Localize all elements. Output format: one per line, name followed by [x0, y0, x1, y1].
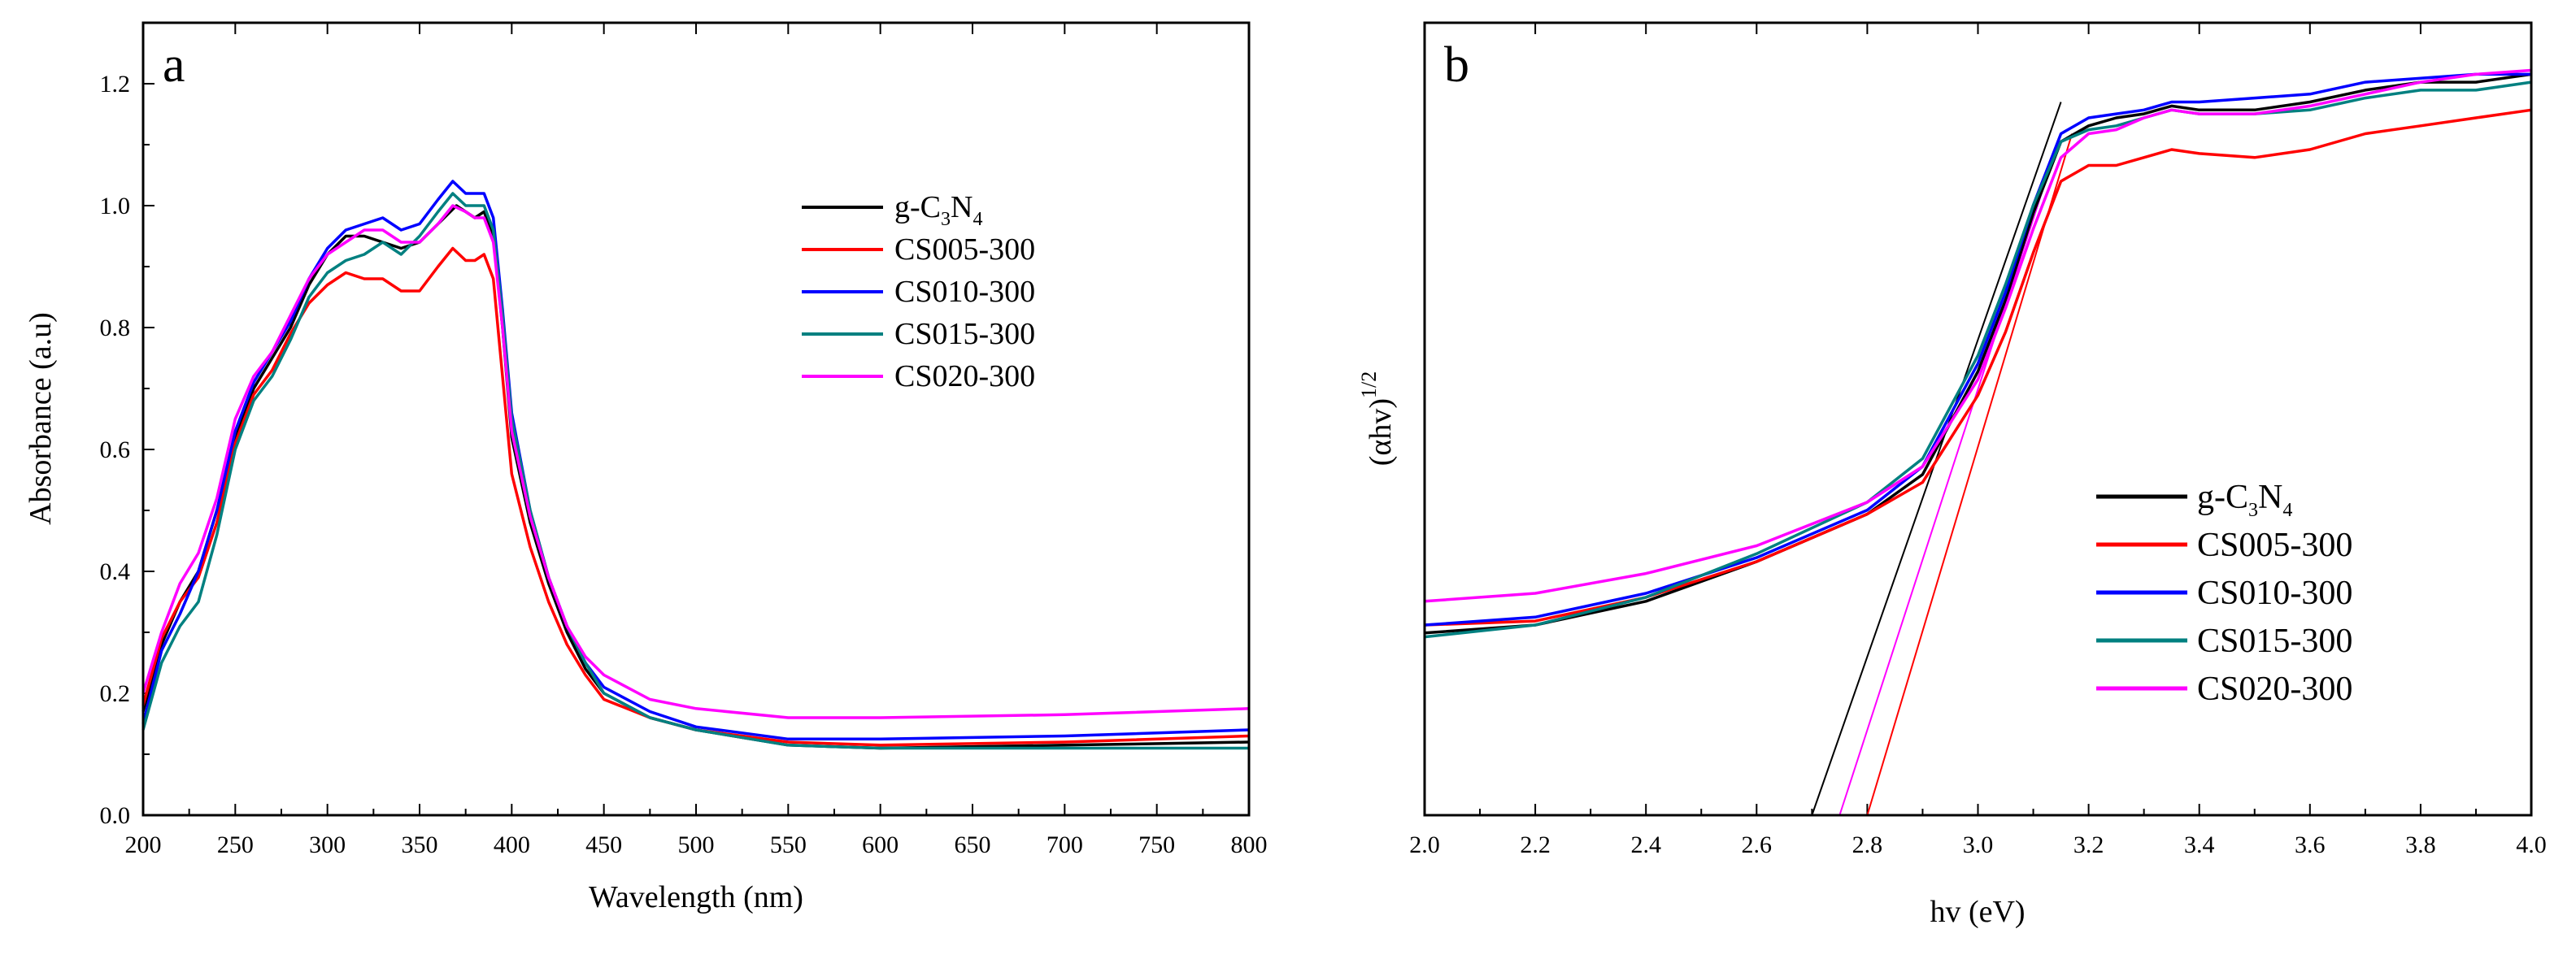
panel-a-y-tick-label: 1.2 — [100, 71, 131, 98]
panel-b-y-axis-title-base: (αhv) — [1364, 398, 1398, 466]
panel-b-x-tick-label: 3.4 — [2184, 831, 2215, 858]
panel-b-x-tick-label: 2.2 — [1520, 831, 1551, 858]
panel-b-legend-label-part: 3 — [2248, 500, 2258, 521]
panel-a-x-tick-label: 650 — [955, 831, 991, 858]
panel-a-legend-label-part: CS020-300 — [894, 359, 1035, 393]
panel-b-y-axis-title-sup: 1/2 — [1357, 371, 1381, 398]
panel-a-x-tick-label: 300 — [309, 831, 346, 858]
panel-b-label: b — [1444, 37, 1469, 93]
panel-b-series-line — [1424, 72, 2531, 627]
panel-b-x-tick-label: 3.2 — [2073, 831, 2104, 858]
panel-a-legend-label-part: 3 — [941, 209, 951, 230]
panel-b-x-tick-label: 2.0 — [1409, 831, 1440, 858]
panel-a-series — [141, 180, 1250, 750]
panel-a: 200 250 300 350 400 450 500 550 600 650 700 750 800 0… — [24, 21, 1268, 914]
panel-a-series-line — [141, 204, 1250, 750]
panel-b-frame — [1423, 21, 2533, 817]
panel-b-x-tick-label: 4.0 — [2516, 831, 2547, 858]
panel-b-series-line — [1424, 108, 2532, 627]
panel-b-x-tick-label: 2.8 — [1852, 831, 1883, 858]
panel-a-y-tick-label: 0.4 — [100, 558, 131, 585]
panel-a-x-axis-title: Wavelength (nm) — [589, 880, 803, 914]
panel-a-legend-label: CS020-300 — [894, 359, 1035, 393]
panel-b-legend-label-part: CS020-300 — [2197, 671, 2352, 708]
panel-b-legend-label-part: CS015-300 — [2197, 623, 2352, 660]
panel-b-legend-label-part: g-C — [2197, 479, 2248, 516]
panel-b-x-axis-title: hv (eV) — [1930, 895, 2025, 929]
panel-a-y-tick-label: 1.0 — [100, 193, 131, 219]
panel-a-x-tick-label: 550 — [770, 831, 807, 858]
panel-b-legend-label-part: N — [2258, 479, 2282, 516]
panel-a-series-line — [141, 180, 1250, 741]
panel-a-legend-label: CS010-300 — [894, 275, 1035, 309]
panel-a-legend-label-part: CS010-300 — [894, 275, 1035, 309]
panel-a-ticks: 200 250 300 350 400 450 500 550 600 650 700 750 800 0… — [100, 22, 1268, 858]
panel-a-x-tick-label: 200 — [125, 831, 162, 858]
panel-b-series-line — [1424, 80, 2532, 639]
panel-b-x-tick-label: 3.0 — [1963, 831, 1994, 858]
panel-a-legend-label-part: CS015-300 — [894, 317, 1035, 351]
panel-a-frame — [141, 21, 1251, 817]
panel-a-x-tick-label: 400 — [494, 831, 530, 858]
panel-b-x-tick-label: 2.6 — [1742, 831, 1773, 858]
panel-a-legend-label-part: 4 — [973, 209, 982, 230]
panel-a-y-tick-label: 0.6 — [100, 436, 131, 463]
panel-b-legend-label: g-C3N4 — [2197, 479, 2292, 521]
panel-a-y-tick-label: 0.8 — [100, 315, 131, 341]
panel-a-x-tick-label: 750 — [1138, 831, 1175, 858]
panel-a-x-tick-label: 450 — [585, 831, 622, 858]
panel-b-x-tick-label: 3.8 — [2405, 831, 2436, 858]
panel-a-x-tick-label: 250 — [217, 831, 254, 858]
panel-a-series-line — [141, 204, 1250, 719]
panel-b-series — [1424, 68, 2532, 639]
panel-a-legend-label: CS015-300 — [894, 317, 1035, 351]
panel-a-y-axis-title: Absorbance (a.u) — [24, 312, 58, 525]
panel-b-legend-label: CS005-300 — [2197, 527, 2352, 564]
panel-b-ticks: 2.0 2.2 2.4 2.6 2.8 3.0 3.2 3.4 3.6 3.8 4.0 — [1409, 23, 2547, 858]
panel-b-y-axis-title: (αhv)1/2 — [1357, 371, 1398, 466]
panel-b-legend: g-C3N4 CS005-300 CS010-300 CS015-300 CS020-3… — [2096, 479, 2352, 708]
panel-a-x-tick-label: 350 — [402, 831, 438, 858]
panel-a-series-line — [141, 192, 1249, 750]
panel-b-legend-label-part: CS005-300 — [2197, 527, 2352, 564]
panel-a-x-tick-label: 600 — [862, 831, 899, 858]
panel-b-tangent-line — [1838, 133, 2062, 816]
panel-b-x-tick-label: 2.4 — [1630, 831, 1661, 858]
panel-b-series-line — [1424, 68, 2532, 603]
panel-a-label: a — [163, 37, 185, 93]
panel-b-legend-label: CS010-300 — [2197, 575, 2352, 612]
panel-a-legend-label-part: CS005-300 — [894, 232, 1035, 267]
panel-a-legend-label-part: N — [951, 190, 973, 224]
panel-a-legend-label-part: g-C — [894, 190, 941, 224]
panel-b: 2.0 2.2 2.4 2.6 2.8 3.0 3.2 3.4 3.6 3.8 4.0 b hv (… — [1357, 21, 2547, 929]
panel-b-legend-label: CS015-300 — [2197, 623, 2352, 660]
panel-a-x-tick-label: 800 — [1231, 831, 1268, 858]
panel-b-legend-label-part: 4 — [2282, 500, 2292, 521]
panel-b-legend-label-part: CS010-300 — [2197, 575, 2352, 612]
panel-b-x-tick-label: 3.6 — [2295, 831, 2326, 858]
panel-a-y-tick-label: 0.0 — [100, 802, 131, 829]
panel-b-legend-label: CS020-300 — [2197, 671, 2352, 708]
panel-b-tangent-line — [1866, 133, 2073, 816]
panel-a-legend-label: CS005-300 — [894, 232, 1035, 267]
panel-a-series-line — [141, 246, 1250, 747]
panel-a-y-tick-label: 0.2 — [100, 680, 131, 707]
panel-a-x-tick-label: 700 — [1046, 831, 1083, 858]
panel-a-x-tick-label: 500 — [678, 831, 715, 858]
panel-a-legend-label: g-C3N4 — [894, 190, 982, 230]
